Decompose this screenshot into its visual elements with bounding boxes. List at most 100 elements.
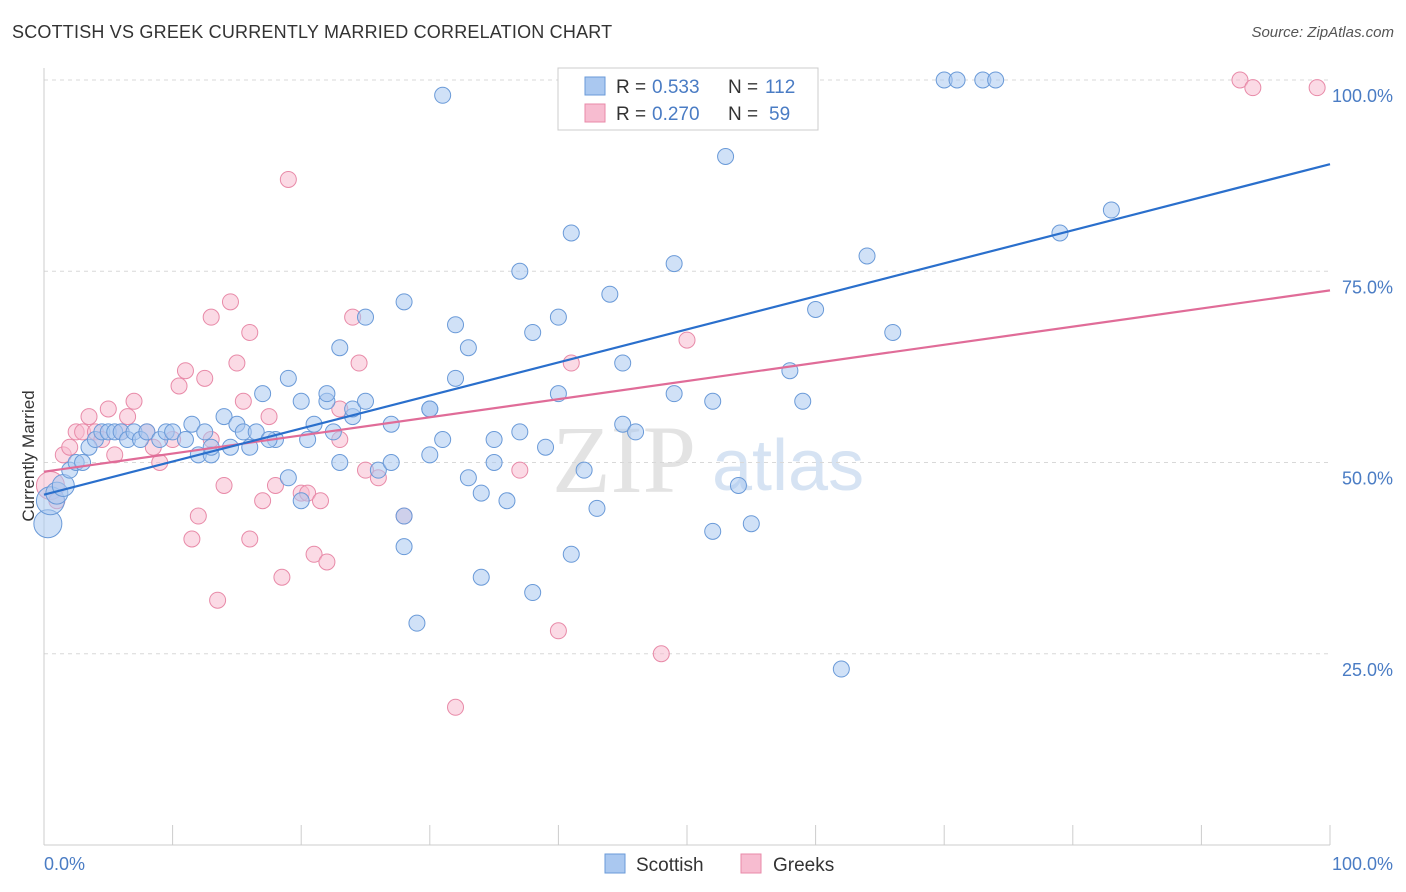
- legend-n-value-1: 112: [765, 77, 795, 98]
- scottish-point: [369, 461, 387, 479]
- scottish-point: [562, 545, 580, 563]
- greek-point: [170, 377, 188, 395]
- scottish-point: [524, 584, 542, 602]
- scottish-point: [485, 454, 503, 471]
- legend-r-value-1: 0.533: [652, 77, 700, 98]
- greek-point: [221, 293, 239, 311]
- scottish-point: [292, 492, 310, 510]
- scottish-point: [447, 316, 465, 334]
- scottish-point: [331, 454, 349, 471]
- scottish-point: [987, 71, 1005, 89]
- scottish-point: [292, 392, 310, 410]
- x-tick-label: 0.0%: [44, 854, 85, 874]
- scottish-point: [421, 400, 439, 418]
- scottish-point: [614, 415, 632, 433]
- greek-point: [305, 545, 323, 563]
- scottish-point: [472, 484, 490, 502]
- scottish-point: [434, 86, 452, 104]
- greek-point: [254, 492, 272, 510]
- scottish-point: [459, 469, 477, 487]
- greek-point: [652, 645, 670, 663]
- legend-r-label-2: R =: [616, 104, 646, 125]
- scottish-point: [575, 461, 593, 479]
- y-tick-label: 100.0%: [1332, 86, 1393, 106]
- greek-point: [125, 392, 143, 410]
- greek-point: [234, 392, 252, 410]
- y-tick-label: 75.0%: [1342, 277, 1393, 297]
- scottish-point: [524, 323, 542, 341]
- series-legend: Scottish Greeks: [604, 853, 834, 876]
- scottish-point: [832, 660, 850, 678]
- greek-point: [183, 530, 201, 548]
- scottish-point: [183, 415, 201, 433]
- scottish-point: [601, 285, 619, 303]
- scottish-point: [434, 431, 452, 449]
- greek-point: [241, 323, 259, 341]
- greek-point: [279, 170, 297, 188]
- correlation-legend: R = 0.533 N = 112 R = 0.270 N = 59: [557, 67, 819, 131]
- legend-r-value-2: 0.270: [652, 104, 700, 125]
- scottish-point: [704, 522, 722, 540]
- scottish-point: [665, 385, 683, 403]
- greek-point: [273, 568, 291, 586]
- chart-source: Source: ZipAtlas.com: [1251, 24, 1394, 41]
- scottish-point: [254, 385, 272, 403]
- scottish-point: [318, 385, 336, 403]
- scottish-point: [472, 568, 490, 586]
- scottish-point: [498, 492, 516, 510]
- scottish-point: [357, 308, 374, 326]
- greek-point: [511, 461, 529, 479]
- greek-point: [447, 698, 465, 716]
- bottom-legend-scottish-swatch: [604, 853, 626, 874]
- scottish-point: [279, 369, 297, 387]
- scottish-point: [485, 431, 503, 449]
- y-tick-label: 50.0%: [1342, 469, 1393, 489]
- scottish-point: [742, 515, 760, 533]
- scottish-point: [858, 247, 876, 265]
- greek-point: [215, 476, 233, 494]
- scottish-point: [215, 408, 233, 426]
- scottish-point: [344, 400, 362, 418]
- scottish-point: [704, 392, 722, 410]
- greek-point: [196, 369, 214, 387]
- scottish-point: [627, 423, 645, 441]
- scottish-point: [138, 423, 156, 441]
- greek-point: [241, 530, 259, 548]
- legend-scottish-swatch: [584, 76, 606, 96]
- greek-point: [260, 408, 278, 426]
- legend-n-label-1: N =: [728, 77, 758, 98]
- greek-point: [80, 408, 98, 426]
- greek-point: [350, 354, 368, 372]
- scottish-point: [408, 614, 426, 632]
- scottish-point: [395, 538, 413, 556]
- legend-greek-swatch: [584, 103, 606, 123]
- legend-r-label-1: R =: [616, 77, 646, 98]
- greek-point: [311, 492, 329, 510]
- greek-point: [266, 476, 284, 494]
- scottish-trend-line: [43, 163, 1331, 496]
- greek-point: [1231, 71, 1249, 89]
- axes: 25.0% 50.0% 75.0% 100.0% 0.0% 100.0%: [43, 68, 1393, 874]
- greek-point: [228, 354, 246, 372]
- scottish-point: [357, 392, 374, 410]
- greek-point: [189, 507, 207, 525]
- scottish-point: [537, 438, 555, 456]
- y-tick-label: 25.0%: [1342, 660, 1393, 680]
- scottish-point: [729, 476, 747, 494]
- scottish-point: [1102, 201, 1120, 219]
- scottish-point: [807, 301, 825, 318]
- scottish-point: [665, 255, 683, 273]
- greek-point: [106, 446, 124, 464]
- greek-point: [202, 308, 220, 326]
- scottish-point: [382, 454, 400, 471]
- chart-title: SCOTTISH VS GREEK CURRENTLY MARRIED CORR…: [12, 22, 613, 42]
- scottish-point: [588, 499, 606, 517]
- y-axis-label: Currently Married: [19, 390, 38, 521]
- watermark-atlas: atlas: [712, 426, 864, 506]
- scottish-point: [447, 369, 465, 387]
- scottish-point: [884, 323, 902, 341]
- scottish-point: [176, 431, 194, 449]
- greek-point: [1308, 79, 1326, 97]
- greek-trend-line: [43, 289, 1331, 473]
